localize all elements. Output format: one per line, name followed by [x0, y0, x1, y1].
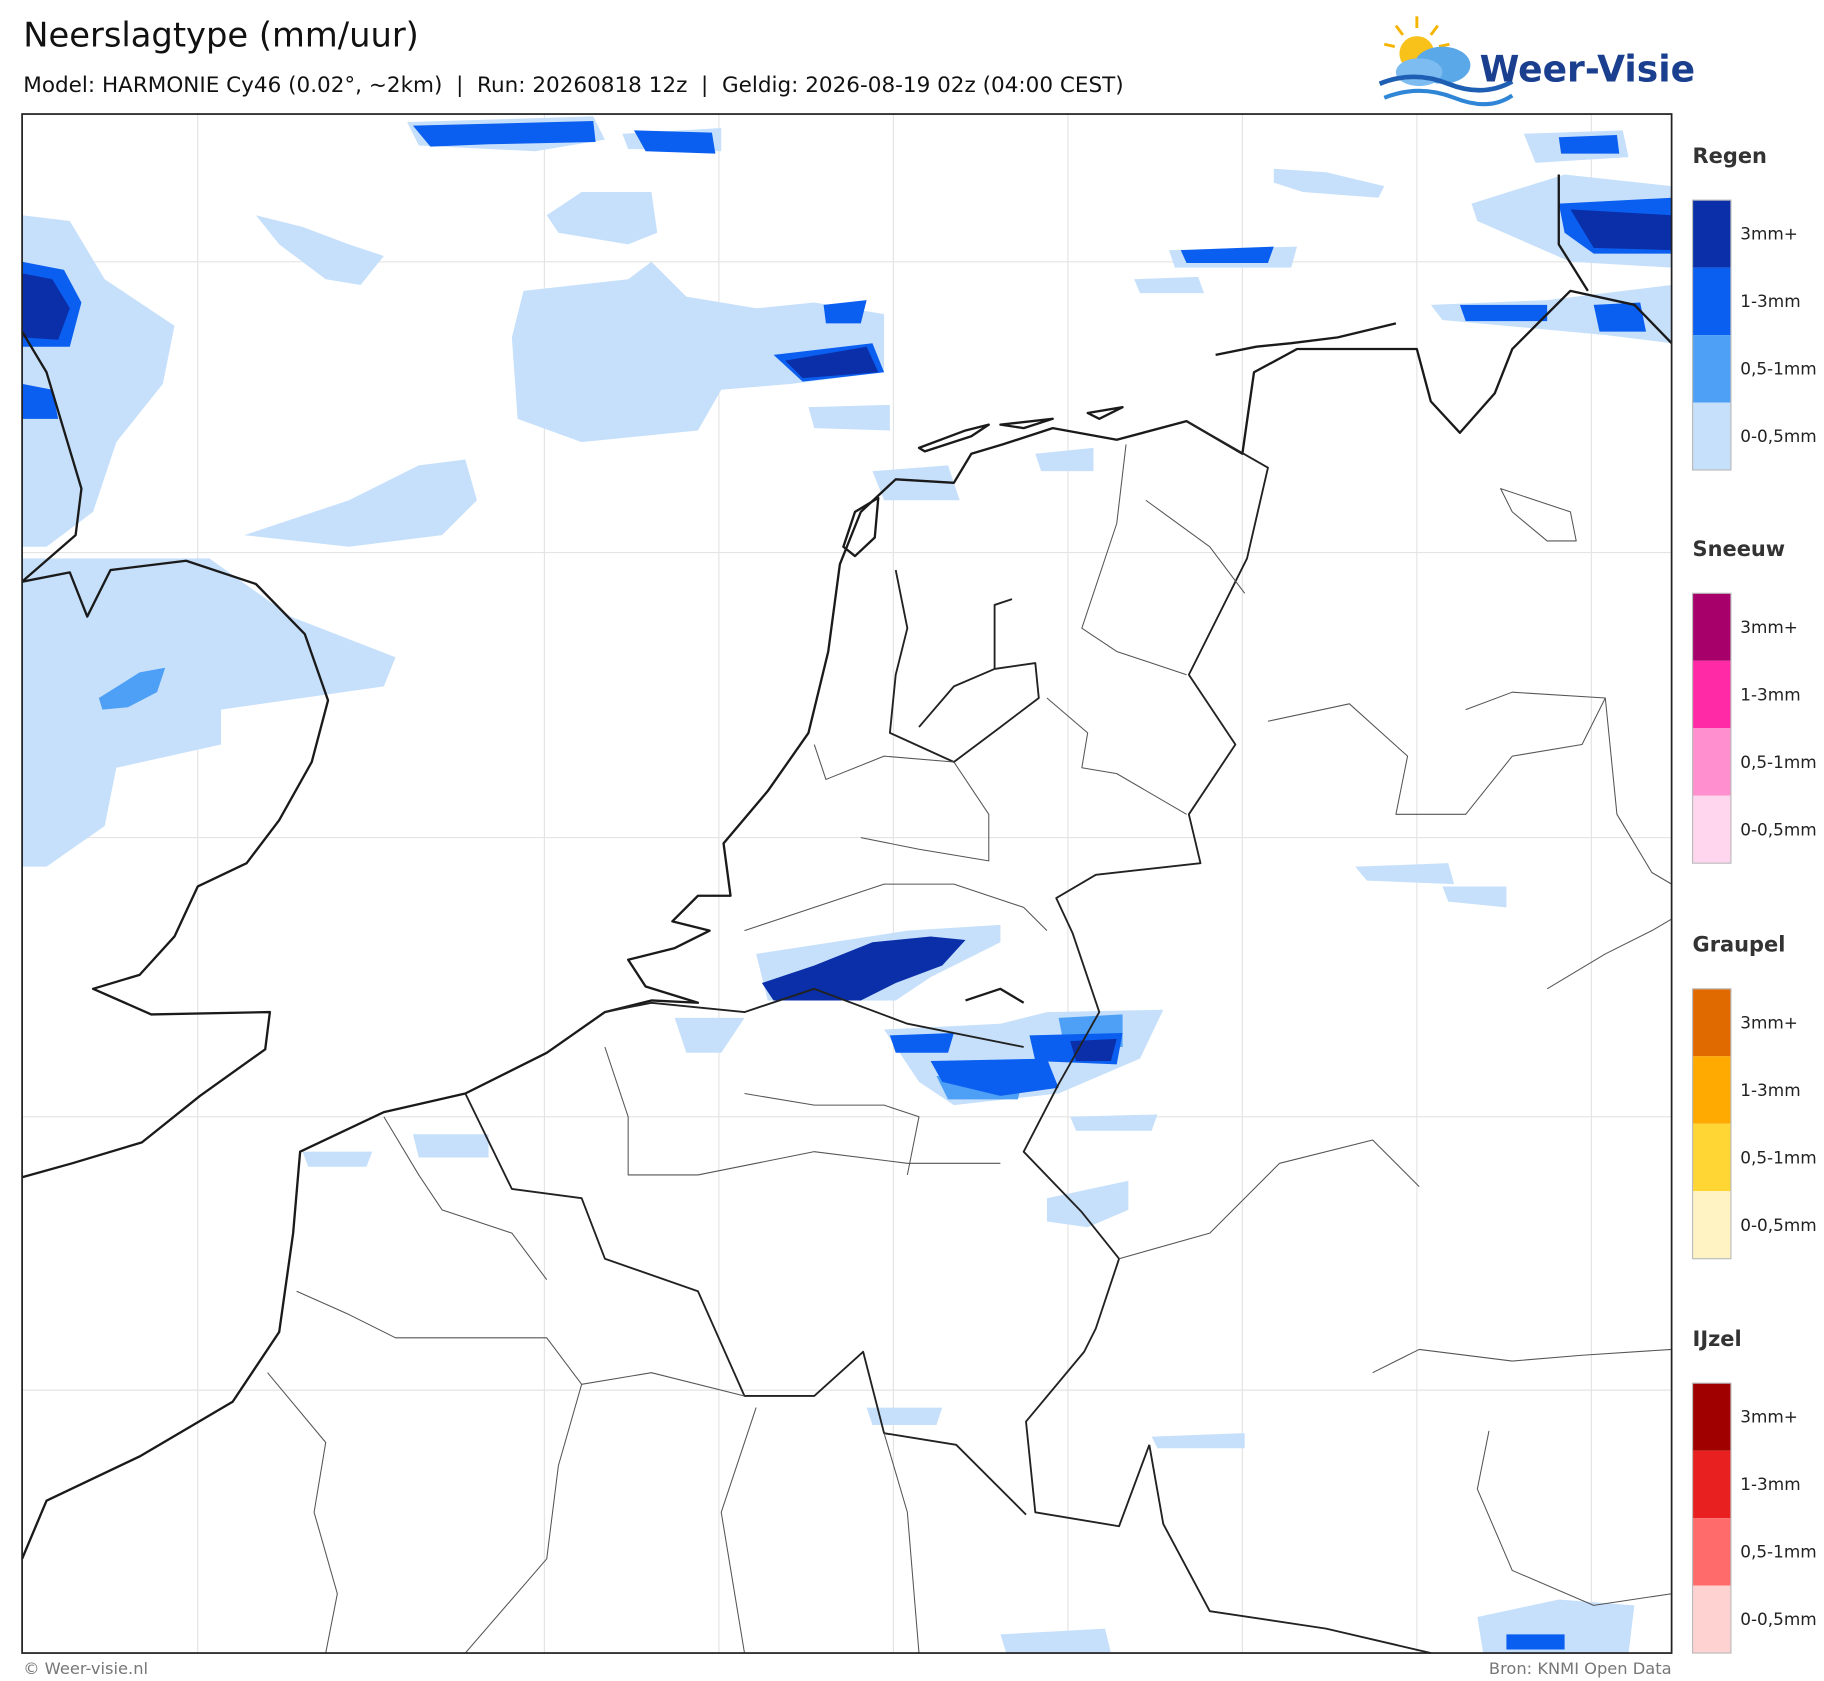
legend-title: Sneeuw: [1693, 537, 1786, 561]
logo: Weer-Visie: [1378, 16, 1695, 107]
legend-title: Graupel: [1693, 933, 1786, 957]
legend-title: Regen: [1693, 144, 1767, 168]
legend-label: 0,5-1mm: [1740, 359, 1816, 379]
precipitation: [22, 116, 1672, 1654]
legend-swatch: [1692, 988, 1731, 1057]
legend-title: IJzel: [1693, 1327, 1742, 1351]
legend-label: 3mm+: [1740, 1012, 1798, 1032]
legend-frame: [1691, 592, 1732, 864]
legend-label: 3mm+: [1740, 224, 1798, 244]
legend-swatch: [1692, 335, 1731, 403]
legend-label: 3mm+: [1740, 1407, 1798, 1427]
legend-swatch: [1692, 200, 1731, 268]
legend-swatch: [1692, 267, 1731, 336]
legend-label: 0-0,5mm: [1740, 1609, 1816, 1629]
legend-frame: [1691, 1382, 1732, 1654]
legend-label: 0,5-1mm: [1740, 752, 1816, 772]
legend-label: 0,5-1mm: [1740, 1147, 1816, 1167]
legend-label: 0,5-1mm: [1740, 1542, 1816, 1562]
legend-label: 0-0,5mm: [1740, 819, 1816, 839]
coastlines: [21, 174, 1673, 1560]
legend-label: 0-0,5mm: [1740, 1215, 1816, 1235]
footer-left: © Weer-visie.nl: [23, 1659, 148, 1678]
footer-right: Bron: KNMI Open Data: [1489, 1659, 1672, 1678]
subtitle: Model: HARMONIE Cy46 (0.02°, ~2km) | Run…: [23, 73, 1123, 98]
legend-swatch: [1692, 1450, 1731, 1519]
legend-swatch: [1692, 593, 1731, 661]
legend-swatch: [1692, 1056, 1731, 1124]
legend-swatch: [1692, 795, 1731, 864]
legend-label: 3mm+: [1740, 617, 1798, 637]
map: [21, 113, 1673, 1654]
legend-swatch: [1692, 1585, 1731, 1654]
legend-label: 1-3mm: [1740, 1080, 1800, 1100]
borders: [464, 420, 1432, 1654]
legend-frame: [1691, 199, 1732, 471]
legend-label: 0-0,5mm: [1740, 426, 1816, 446]
legend-swatch: [1692, 1191, 1731, 1259]
regions: [267, 444, 1672, 1654]
legend-swatch: [1692, 1123, 1731, 1192]
legend-swatch: [1692, 1383, 1731, 1451]
logo-text: Weer-Visie: [1480, 48, 1695, 90]
title: Neerslagtype (mm/uur): [23, 16, 419, 55]
legend-swatch: [1692, 660, 1731, 729]
legend-label: 1-3mm: [1740, 1474, 1800, 1494]
legend-label: 1-3mm: [1740, 291, 1800, 311]
legend-frame: [1691, 988, 1732, 1260]
legend-swatch: [1692, 1518, 1731, 1586]
legend-swatch: [1692, 402, 1731, 470]
legend-label: 1-3mm: [1740, 684, 1800, 704]
legend-swatch: [1692, 728, 1731, 796]
legend: Regen 3mm+ 1-3mm 0,5-1mm 0-0,5mm Sneeuw 3mm+ 1-…: [1691, 144, 1817, 1654]
